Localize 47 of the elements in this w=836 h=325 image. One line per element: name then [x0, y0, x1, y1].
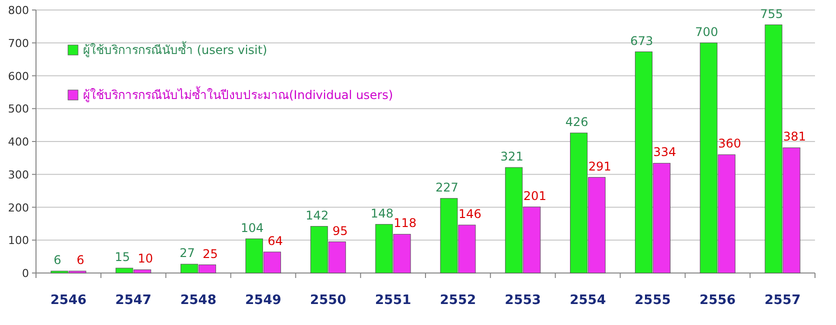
- data-label: 334: [653, 145, 676, 160]
- x-tick-label: 2557: [764, 293, 801, 308]
- data-label: 201: [523, 188, 546, 203]
- data-label: 95: [332, 224, 348, 238]
- data-label: 64: [268, 234, 283, 248]
- data-label: 27: [180, 246, 195, 260]
- data-label: 321: [500, 149, 524, 164]
- data-label: 360: [718, 136, 742, 151]
- data-label: 381: [783, 130, 806, 144]
- legend-label: ผู้ใช้บริการกรณีนับซ้ำ (users visit): [83, 41, 268, 58]
- data-label: 104: [240, 220, 264, 235]
- x-tick-label: 2549: [245, 293, 282, 308]
- x-tick-label: 2547: [115, 293, 152, 308]
- data-label: 25: [202, 246, 218, 261]
- x-tick-label: 2550: [310, 293, 346, 308]
- data-label: 142: [306, 208, 329, 222]
- x-tick-label: 2548: [180, 293, 216, 308]
- x-tick-label: 2552: [440, 293, 476, 308]
- y-tick-label: 400: [8, 136, 29, 148]
- y-tick-label: 300: [8, 168, 29, 182]
- data-label: 673: [630, 34, 654, 48]
- x-tick-label: 2554: [570, 293, 606, 308]
- x-tick-label: 2546: [50, 293, 87, 308]
- data-label: 15: [114, 250, 130, 264]
- data-label: 146: [458, 207, 482, 222]
- data-label: 6: [76, 253, 84, 268]
- data-label: 6: [54, 253, 62, 268]
- data-label: 227: [436, 180, 458, 194]
- x-tick-label: 2556: [700, 293, 736, 308]
- x-tick-label: 2551: [374, 293, 412, 308]
- y-tick-label: 0: [22, 267, 29, 280]
- x-tick-label: 2555: [634, 293, 671, 308]
- y-tick-label: 600: [8, 70, 29, 83]
- x-tick-label: 2553: [504, 293, 541, 308]
- y-tick-label: 700: [8, 36, 29, 50]
- y-tick-label: 500: [8, 102, 29, 116]
- data-label: 148: [370, 206, 394, 220]
- y-tick-label: 200: [8, 201, 29, 214]
- y-tick-label: 100: [8, 234, 29, 248]
- data-label: 10: [138, 252, 154, 266]
- data-label: 755: [760, 6, 783, 21]
- data-label: 426: [565, 114, 588, 129]
- y-tick-label: 800: [8, 4, 29, 17]
- data-label: 118: [394, 216, 416, 230]
- data-label: 291: [588, 159, 612, 174]
- data-label: 700: [695, 24, 718, 39]
- legend-label: ผู้ใช้บริการกรณีนับไม่ซ้ำในปีงบประมาณ(Individual users): [83, 86, 394, 103]
